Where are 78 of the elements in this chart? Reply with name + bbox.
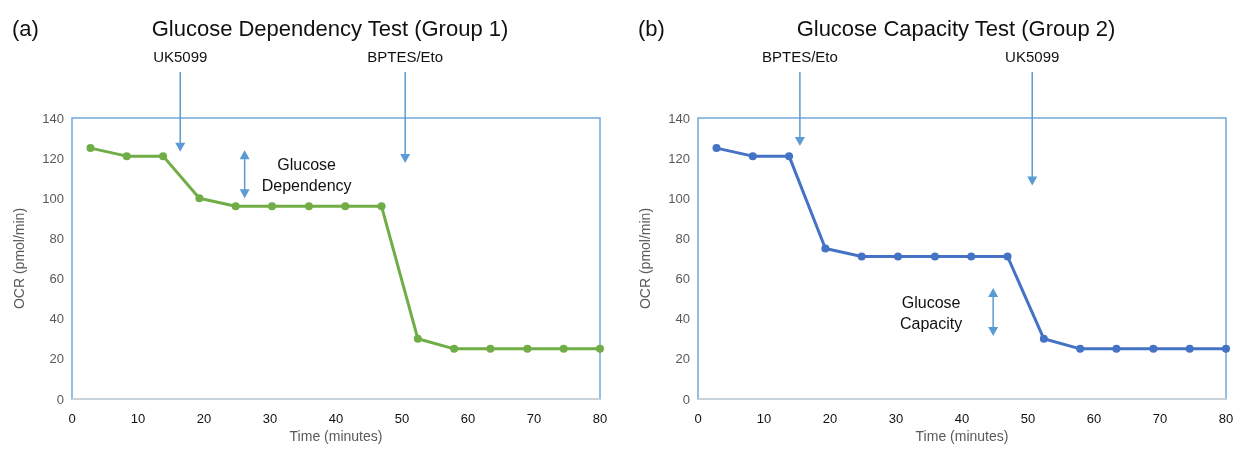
y-tick-label: 60 <box>675 271 690 287</box>
point <box>1185 344 1194 353</box>
y-tick-label: 140 <box>42 110 64 126</box>
annotation: Glucose Dependency <box>261 156 352 194</box>
y-tick-label: 100 <box>42 190 64 206</box>
point <box>195 194 204 203</box>
x-tick-label: 10 <box>130 411 146 426</box>
y-tick-label: 120 <box>668 150 690 166</box>
text: (a) <box>12 16 39 41</box>
x-tick-label: 70 <box>526 411 542 426</box>
point <box>559 344 568 353</box>
point <box>1149 344 1158 353</box>
x-tick-label: 0 <box>694 411 702 426</box>
chart-title: Glucose Dependency Test (Group 1) <box>151 16 509 41</box>
point <box>821 244 830 253</box>
point <box>159 152 168 161</box>
point <box>1039 334 1048 343</box>
point <box>304 202 313 211</box>
y-tick-label: 20 <box>675 351 690 367</box>
y-tick-label: 0 <box>56 391 64 407</box>
y-tick-label: 140 <box>668 110 690 126</box>
x-tick-label: 60 <box>460 411 476 426</box>
point <box>857 252 866 261</box>
y-tick-label: 40 <box>675 311 690 327</box>
text: BPTES/Eto <box>761 48 838 65</box>
point <box>523 344 532 353</box>
y-tick-label: 40 <box>49 311 64 327</box>
point <box>748 152 757 161</box>
x-tick-label: 60 <box>1086 411 1102 426</box>
point <box>596 344 604 353</box>
y-tick-label: 80 <box>675 230 690 246</box>
y-tick-label: 0 <box>682 391 690 407</box>
x-tick-label: 30 <box>262 411 278 426</box>
x-tick-label: 0 <box>68 411 76 426</box>
x-tick-label: 40 <box>954 411 970 426</box>
point <box>1112 344 1121 353</box>
y-axis-title: OCR (pmol/min) <box>11 207 27 310</box>
point <box>486 344 495 353</box>
x-tick-label: 70 <box>1152 411 1168 426</box>
x-tick-label: 10 <box>756 411 772 426</box>
point <box>86 144 95 153</box>
text: UK5099 <box>153 48 208 65</box>
x-tick-label: 80 <box>592 411 608 426</box>
point <box>231 202 240 211</box>
point <box>267 202 276 211</box>
text: UK5099 <box>1005 48 1060 65</box>
point <box>341 202 350 211</box>
point <box>1076 344 1085 353</box>
y-tick-label: 20 <box>49 351 64 367</box>
point <box>930 252 939 261</box>
point <box>893 252 902 261</box>
point <box>1003 252 1012 261</box>
y-axis-title: OCR (pmol/min) <box>637 207 653 310</box>
x-tick-label: 40 <box>328 411 344 426</box>
text: BPTES/Eto <box>367 48 444 65</box>
x-axis-title: Time (minutes) <box>915 428 1009 444</box>
y-tick-label: 100 <box>668 190 690 206</box>
point <box>785 152 794 161</box>
point <box>450 344 459 353</box>
point <box>967 252 976 261</box>
point <box>712 144 721 153</box>
point <box>1222 344 1230 353</box>
y-tick-label: 60 <box>49 271 64 287</box>
x-tick-label: 20 <box>822 411 838 426</box>
point <box>122 152 131 161</box>
x-tick-label: 30 <box>888 411 904 426</box>
point <box>377 202 386 211</box>
y-tick-label: 120 <box>42 150 64 166</box>
x-tick-label: 50 <box>1020 411 1036 426</box>
x-axis-title: Time (minutes) <box>289 428 383 444</box>
annotation: Glucose Capacity <box>900 293 963 332</box>
text: (b) <box>638 16 665 41</box>
y-tick-label: 80 <box>49 230 64 246</box>
chart-title: Glucose Capacity Test (Group 2) <box>796 16 1116 41</box>
point <box>413 334 422 343</box>
x-tick-label: 80 <box>1218 411 1234 426</box>
x-tick-label: 50 <box>394 411 410 426</box>
x-tick-label: 20 <box>196 411 212 426</box>
